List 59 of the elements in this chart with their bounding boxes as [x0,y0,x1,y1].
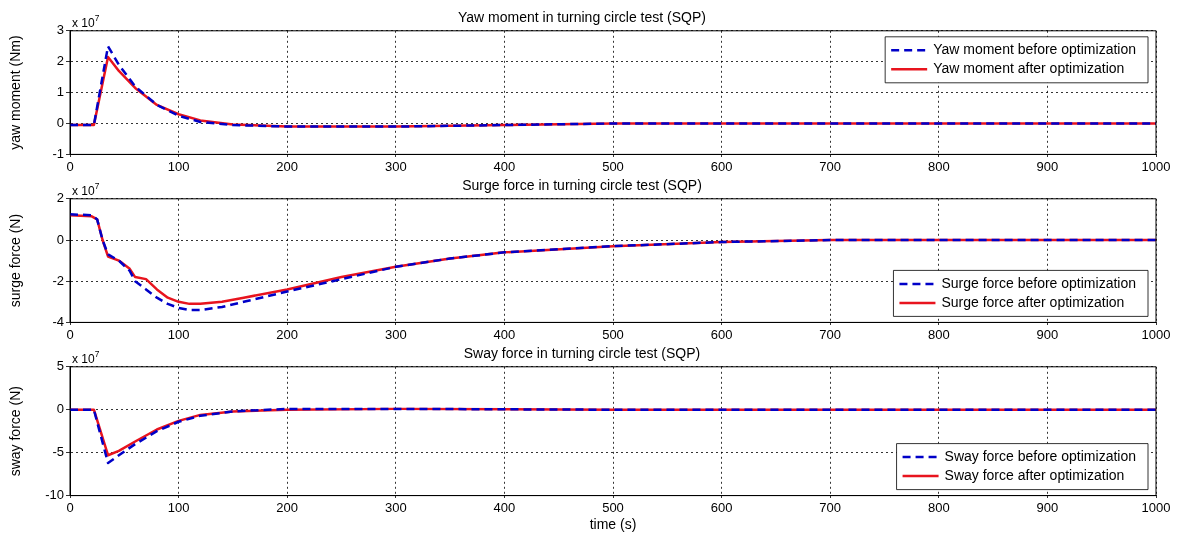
x-tick-label: 700 [819,499,842,515]
x-tick-label: 800 [927,158,950,174]
y-tick-label: -1 [52,145,64,161]
x-tick-label: 900 [1036,499,1059,515]
y-axis-title: yaw moment (Nm) [7,35,24,150]
x-tick-label: 700 [819,326,842,342]
y-tick-label: 2 [56,190,64,206]
y-tick-label: -10 [45,487,64,503]
x-tick-label: 1000 [1141,326,1171,342]
legend-label: Yaw moment after optimization [933,60,1125,77]
x-tick-label: 500 [602,158,624,174]
x-tick-label: 200 [276,499,299,515]
y-tick-label: 2 [56,53,64,69]
chart-title: Surge force in turning circle test (SQP) [462,177,702,194]
y-tick-label: -2 [52,272,64,288]
x-tick-label: 400 [493,158,516,174]
x-tick-label: 0 [66,326,74,342]
x-tick-label: 0 [66,499,74,515]
x-tick-label: 500 [602,499,624,515]
chart-title: Yaw moment in turning circle test (SQP) [458,9,706,26]
x-tick-label: 800 [927,326,950,342]
x-tick-label: 100 [167,499,190,515]
x-tick-label: 100 [167,158,190,174]
x-tick-label: 700 [819,158,842,174]
x-tick-label: 500 [602,326,624,342]
chart-title: Sway force in turning circle test (SQP) [463,345,701,362]
x-tick-label: 400 [493,499,516,515]
y-tick-label: 3 [56,22,64,38]
x-tick-label: 900 [1036,158,1059,174]
x-tick-label: 1000 [1141,158,1171,174]
y-axis-title: sway force (N) [7,386,24,477]
x-tick-label: 300 [384,326,407,342]
x-tick-label: 600 [710,499,733,515]
x-tick-label: 200 [276,158,299,174]
x-tick-label: 200 [276,326,299,342]
legend-label: Surge force before optimization [941,274,1137,291]
x-axis-title: time (s) [589,516,637,533]
x-tick-label: 900 [1036,326,1059,342]
y-tick-label: 0 [56,115,64,131]
x-tick-label: 0 [66,158,74,174]
x-tick-label: 100 [167,326,190,342]
x-tick-label: 800 [927,499,950,515]
x-tick-label: 600 [710,158,733,174]
y-tick-label: -5 [52,444,64,460]
y-axis-title: surge force (N) [7,213,24,308]
y-tick-label: 1 [56,84,64,100]
x-tick-label: 1000 [1141,499,1171,515]
legend-label: Yaw moment before optimization [933,41,1137,58]
legend-label: Sway force before optimization [944,447,1137,464]
y-tick-label: -4 [52,313,64,329]
y-tick-label: 5 [56,358,64,374]
y-tick-label: 0 [56,231,64,247]
x-tick-label: 400 [493,326,516,342]
legend-label: Surge force after optimization [941,293,1125,310]
legend-label: Sway force after optimization [944,466,1125,483]
x-tick-label: 600 [710,326,733,342]
y-tick-label: 0 [56,401,64,417]
x-tick-label: 300 [384,158,407,174]
x-tick-label: 300 [384,499,407,515]
